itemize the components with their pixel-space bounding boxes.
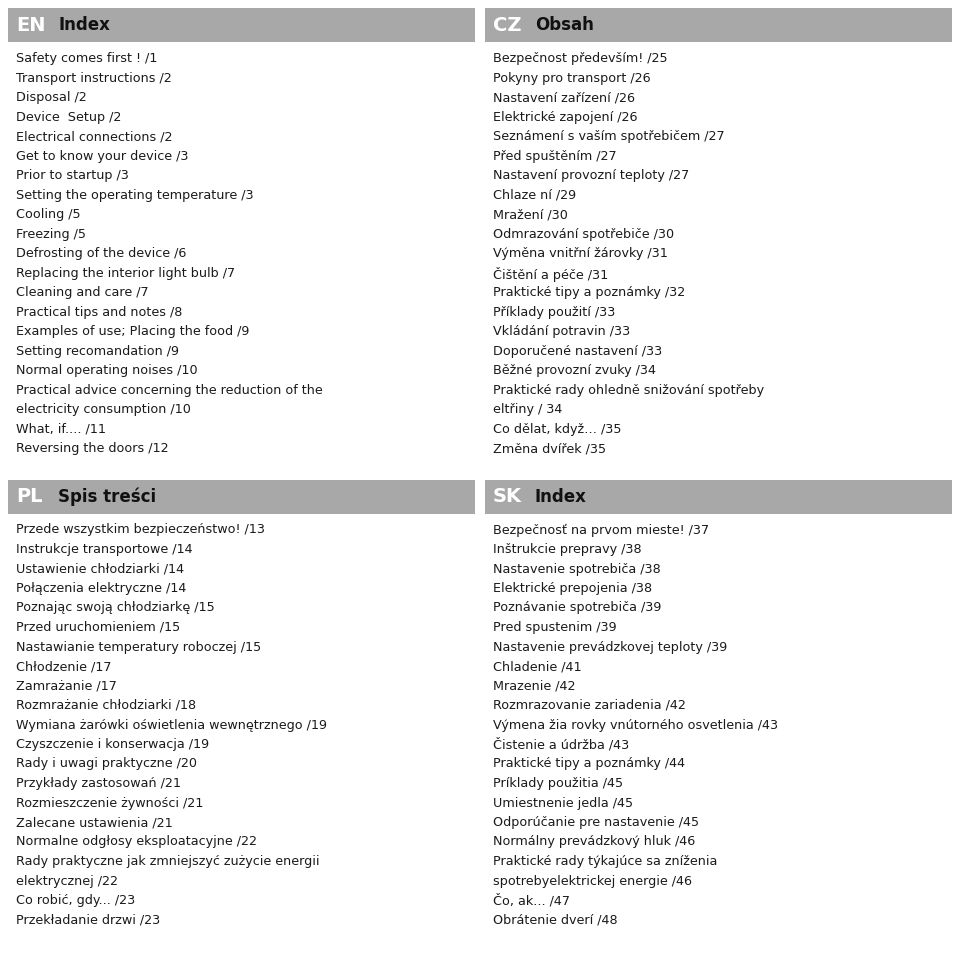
Text: Przykłady zastosowań /21: Przykłady zastosowań /21 [16,777,181,790]
Text: Zalecane ustawienia /21: Zalecane ustawienia /21 [16,816,173,829]
Text: Příklady použití /33: Příklady použití /33 [493,306,615,318]
Text: Umiestnenie jedla /45: Umiestnenie jedla /45 [493,796,634,810]
Text: Rozmrażanie chłodziarki /18: Rozmrażanie chłodziarki /18 [16,699,196,712]
Text: Rozmieszczenie żywności /21: Rozmieszczenie żywności /21 [16,796,204,810]
Text: Normálny prevádzkový hluk /46: Normálny prevádzkový hluk /46 [493,836,695,849]
Text: Nastavenie prevádzkovej teploty /39: Nastavenie prevádzkovej teploty /39 [493,641,728,654]
Text: Čištění a péče /31: Čištění a péče /31 [493,267,609,281]
Text: Elektrické zapojení /26: Elektrické zapojení /26 [493,111,637,123]
Text: Device  Setup /2: Device Setup /2 [16,111,121,123]
Text: PL: PL [16,487,42,506]
Text: Inštrukcie prepravy /38: Inštrukcie prepravy /38 [493,543,641,556]
Text: Poznávanie spotrebiča /39: Poznávanie spotrebiča /39 [493,601,661,615]
Text: Wymiana żarówki oświetlenia wewnętrznego /19: Wymiana żarówki oświetlenia wewnętrznego… [16,719,327,731]
Text: elektrycznej /22: elektrycznej /22 [16,875,118,887]
Text: Poznając swoją chłodziarkę /15: Poznając swoją chłodziarkę /15 [16,601,215,615]
Text: Practical advice concerning the reduction of the: Practical advice concerning the reductio… [16,383,323,397]
Bar [485,480,952,513]
Text: Przed uruchomieniem /15: Przed uruchomieniem /15 [16,621,180,634]
Text: Cleaning and care /7: Cleaning and care /7 [16,286,149,299]
Text: Normal operating noises /10: Normal operating noises /10 [16,364,198,377]
Text: Obrátenie dverí /48: Obrátenie dverí /48 [493,914,617,926]
Text: Zamrażanie /17: Zamrażanie /17 [16,680,117,692]
Text: Změna dvířek /35: Změna dvířek /35 [493,442,606,455]
Text: Čistenie a údržba /43: Čistenie a údržba /43 [493,738,629,751]
Text: Rady praktyczne jak zmniejszyć zużycie energii: Rady praktyczne jak zmniejszyć zużycie e… [16,855,320,868]
Text: Co robić, gdy... /23: Co robić, gdy... /23 [16,894,135,907]
Text: spotrebyelektrickej energie /46: spotrebyelektrickej energie /46 [493,875,692,887]
Text: Spis treści: Spis treści [58,488,156,506]
Text: Replacing the interior light bulb /7: Replacing the interior light bulb /7 [16,267,235,279]
Text: Freezing /5: Freezing /5 [16,228,86,241]
Text: EN: EN [16,15,45,34]
Text: Nastavenie spotrebiča /38: Nastavenie spotrebiča /38 [493,562,660,576]
Text: Odporúčanie pre nastavenie /45: Odporúčanie pre nastavenie /45 [493,816,699,829]
Text: Obsah: Obsah [535,16,594,34]
Text: Defrosting of the device /6: Defrosting of the device /6 [16,247,186,260]
Text: Instrukcje transportowe /14: Instrukcje transportowe /14 [16,543,193,556]
Text: Výměna vnitřní žárovky /31: Výměna vnitřní žárovky /31 [493,247,668,260]
Text: Mrazenie /42: Mrazenie /42 [493,680,575,692]
Text: Výmena žia rovky vnútorného osvetlenia /43: Výmena žia rovky vnútorného osvetlenia /… [493,719,779,731]
Text: Nastavení provozní teploty /27: Nastavení provozní teploty /27 [493,169,689,182]
Text: Przede wszystkim bezpieczeństwo! /13: Przede wszystkim bezpieczeństwo! /13 [16,524,265,536]
Text: Normalne odgłosy eksploatacyjne /22: Normalne odgłosy eksploatacyjne /22 [16,836,257,849]
Bar [8,8,475,42]
Text: Príklady použitia /45: Príklady použitia /45 [493,777,623,790]
Text: Setting the operating temperature /3: Setting the operating temperature /3 [16,188,253,202]
Text: Odmrazování spotřebiče /30: Odmrazování spotřebiče /30 [493,228,674,241]
Text: Nastawianie temperatury roboczej /15: Nastawianie temperatury roboczej /15 [16,641,261,654]
Text: Rozmrazovanie zariadenia /42: Rozmrazovanie zariadenia /42 [493,699,685,712]
Bar [8,480,475,513]
Text: What, if.... /11: What, if.... /11 [16,423,106,436]
Text: Nastavení zařízení /26: Nastavení zařízení /26 [493,91,635,104]
Text: Běžné provozní zvuky /34: Běžné provozní zvuky /34 [493,364,656,377]
Text: Reversing the doors /12: Reversing the doors /12 [16,442,169,455]
Text: Electrical connections /2: Electrical connections /2 [16,130,173,143]
Text: electricity consumption /10: electricity consumption /10 [16,403,191,416]
Text: Praktické rady týkajúce sa zníženia: Praktické rady týkajúce sa zníženia [493,855,717,868]
Text: Prior to startup /3: Prior to startup /3 [16,169,129,182]
Text: Chlaze ní /29: Chlaze ní /29 [493,188,576,202]
Bar [485,8,952,42]
Text: CZ: CZ [493,15,521,34]
Text: Chladenie /41: Chladenie /41 [493,660,582,673]
Text: Transport instructions /2: Transport instructions /2 [16,72,172,84]
Text: Safety comes first ! /1: Safety comes first ! /1 [16,52,157,65]
Text: Chłodzenie /17: Chłodzenie /17 [16,660,111,673]
Text: Połączenia elektryczne /14: Połączenia elektryczne /14 [16,582,186,595]
Text: Praktické rady ohledně snižování spotřeby: Praktické rady ohledně snižování spotřeb… [493,383,764,397]
Text: Rady i uwagi praktyczne /20: Rady i uwagi praktyczne /20 [16,757,197,771]
Text: Get to know your device /3: Get to know your device /3 [16,149,188,163]
Text: Pokyny pro transport /26: Pokyny pro transport /26 [493,72,651,84]
Text: Vkládání potravin /33: Vkládání potravin /33 [493,325,631,338]
Text: Co dělat, když… /35: Co dělat, když… /35 [493,423,621,436]
Text: Index: Index [58,16,109,34]
Text: Před spuštěním /27: Před spuštěním /27 [493,149,616,163]
Text: Bezpečnosť na prvom mieste! /37: Bezpečnosť na prvom mieste! /37 [493,524,709,536]
Text: Setting recomandation /9: Setting recomandation /9 [16,344,179,358]
Text: Čo, ak... /47: Čo, ak... /47 [493,894,570,907]
Text: SK: SK [493,487,522,506]
Text: Elektrické prepojenia /38: Elektrické prepojenia /38 [493,582,652,595]
Text: Seznámení s vaším spotřebičem /27: Seznámení s vaším spotřebičem /27 [493,130,725,143]
Text: Czyszczenie i konserwacja /19: Czyszczenie i konserwacja /19 [16,738,209,751]
Text: Praktické tipy a poznámky /44: Praktické tipy a poznámky /44 [493,757,685,771]
Text: Doporučené nastavení /33: Doporučené nastavení /33 [493,344,662,358]
Text: Mražení /30: Mražení /30 [493,208,568,221]
Text: Pred spustenim /39: Pred spustenim /39 [493,621,616,634]
Text: Ustawienie chłodziarki /14: Ustawienie chłodziarki /14 [16,562,184,576]
Text: Index: Index [535,488,587,506]
Text: Przekładanie drzwi /23: Przekładanie drzwi /23 [16,914,160,926]
Text: Examples of use; Placing the food /9: Examples of use; Placing the food /9 [16,325,250,338]
Text: Bezpečnost především! /25: Bezpečnost především! /25 [493,52,667,65]
Text: Practical tips and notes /8: Practical tips and notes /8 [16,306,182,318]
Text: Praktické tipy a poznámky /32: Praktické tipy a poznámky /32 [493,286,685,299]
Text: Cooling /5: Cooling /5 [16,208,81,221]
Text: eltřiny / 34: eltřiny / 34 [493,403,563,416]
Text: Disposal /2: Disposal /2 [16,91,86,104]
